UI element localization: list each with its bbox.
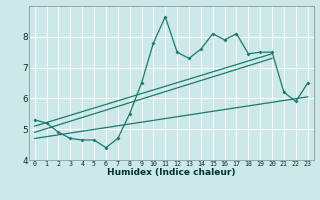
X-axis label: Humidex (Indice chaleur): Humidex (Indice chaleur) [107, 168, 236, 177]
